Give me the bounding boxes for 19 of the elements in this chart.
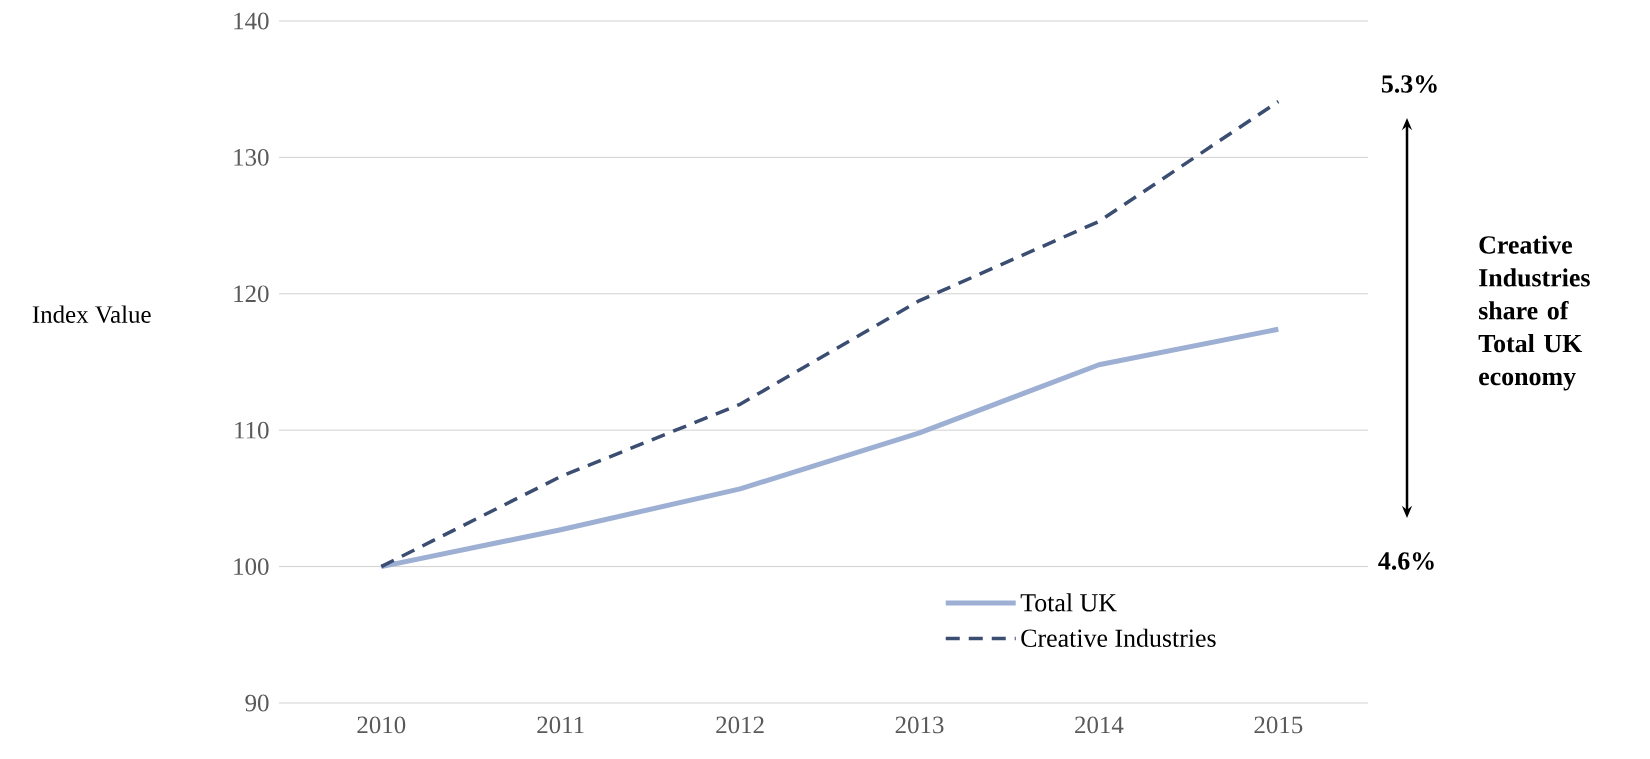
y-tick-label: 110 (235, 421, 269, 439)
y-tick-label: 120 (234, 285, 269, 303)
text: 5.3% (1381, 75, 1437, 93)
y-tick-label: 130 (234, 148, 269, 166)
x-tick-label: 2012 (716, 716, 764, 734)
line-series (379, 99, 1281, 569)
x-tick-label: 2011 (537, 716, 584, 734)
y-tick-label: 100 (234, 558, 269, 575)
y-tick-label: 90 (245, 694, 269, 712)
text: Creative Industries share of Total UK economy (1478, 235, 1590, 391)
y-axis-title: Index Value (32, 305, 151, 324)
x-tick-label: 2010 (357, 716, 406, 734)
x-tick-label: 2013 (895, 716, 944, 734)
legend-label: Creative Industries (1021, 628, 1216, 647)
y-tick-label: 140 (234, 12, 269, 30)
legend-label: Total UK (1020, 593, 1117, 612)
x-tick-label: 2015 (1254, 716, 1303, 734)
text: 4.6% (1378, 552, 1434, 570)
x-tick-label: 2014 (1075, 716, 1124, 734)
